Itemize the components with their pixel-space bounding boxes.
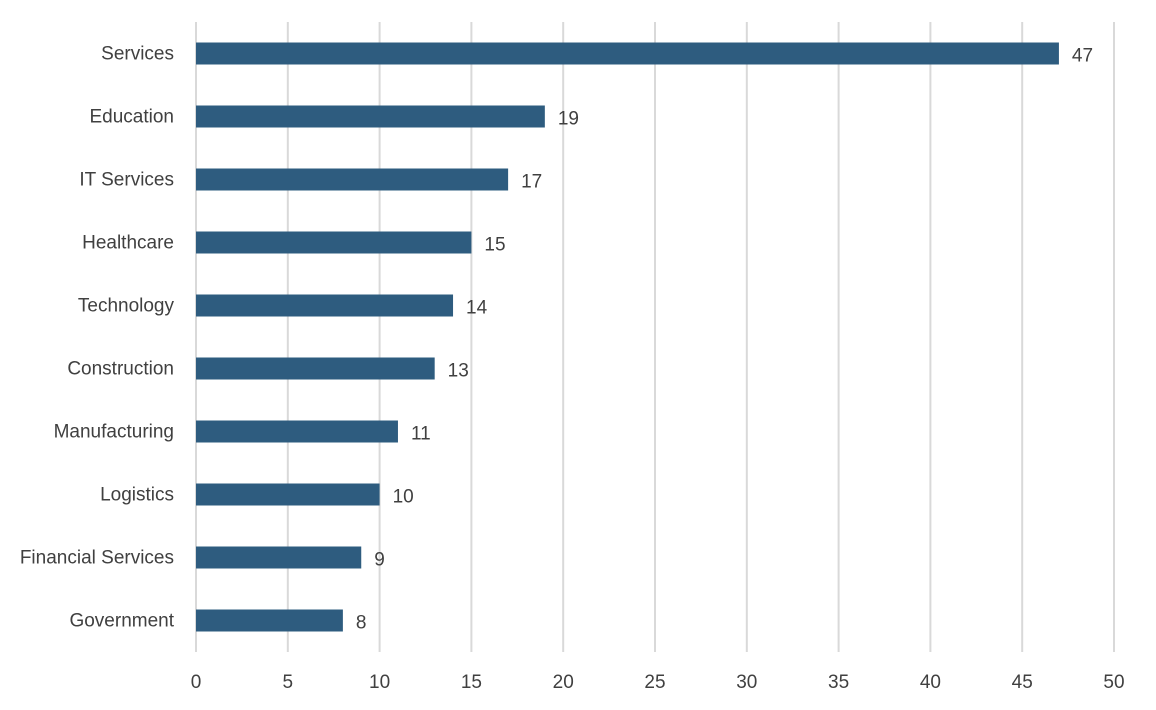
category-label: Technology — [78, 296, 175, 317]
category-label: Manufacturing — [54, 422, 174, 443]
bar — [196, 42, 1059, 65]
category-label: IT Services — [79, 170, 174, 191]
data-label: 11 — [411, 424, 431, 445]
data-label: 15 — [484, 235, 505, 256]
x-tick-label: 0 — [191, 672, 202, 693]
category-label: Services — [101, 44, 174, 65]
data-label: 13 — [448, 361, 469, 382]
data-label: 9 — [374, 550, 385, 571]
x-tick-label: 40 — [920, 672, 941, 693]
data-label: 19 — [558, 109, 579, 130]
category-label: Government — [69, 611, 174, 632]
bar — [196, 168, 509, 191]
bar — [196, 609, 343, 632]
bar — [196, 357, 435, 380]
category-label: Education — [89, 107, 174, 128]
x-tick-label: 50 — [1103, 672, 1124, 693]
category-label: Financial Services — [20, 548, 174, 569]
x-tick-label: 25 — [644, 672, 665, 693]
category-labels: Services Education IT Services Healthcare Te… — [20, 44, 175, 632]
x-tick-label: 30 — [736, 672, 757, 693]
bar — [196, 294, 454, 317]
x-tick-label: 10 — [369, 672, 390, 693]
x-tick-label: 45 — [1012, 672, 1033, 693]
category-label: Logistics — [100, 485, 174, 506]
category-label: Healthcare — [82, 233, 174, 254]
x-tick-label: 15 — [461, 672, 482, 693]
data-label: 10 — [393, 487, 414, 508]
x-tick-label: 5 — [283, 672, 294, 693]
bars — [196, 42, 1059, 632]
data-label: 47 — [1072, 46, 1093, 67]
bar — [196, 231, 472, 254]
data-labels: 47 19 17 15 14 13 11 10 9 8 — [356, 46, 1093, 634]
category-label: Construction — [67, 359, 174, 380]
bar — [196, 105, 545, 128]
x-tick-label: 35 — [828, 672, 849, 693]
bar — [196, 546, 362, 569]
data-label: 14 — [466, 298, 488, 319]
data-label: 8 — [356, 613, 367, 634]
x-tick-labels: 0 5 10 15 20 25 30 35 40 45 50 — [191, 672, 1125, 693]
x-tick-label: 20 — [553, 672, 574, 693]
data-label: 17 — [521, 172, 542, 193]
bar — [196, 420, 398, 443]
bar — [196, 483, 380, 506]
